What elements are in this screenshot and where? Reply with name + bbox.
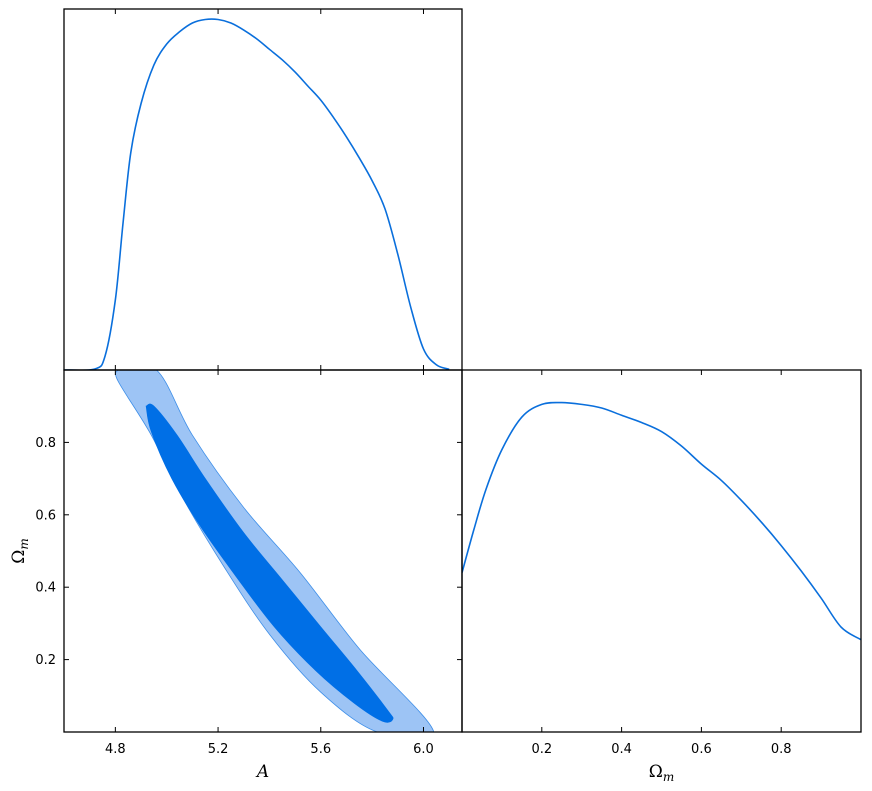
x-tick-label: 0.4: [611, 742, 632, 757]
x-tick-label: 0.6: [691, 742, 712, 757]
axis-labels: A Ωm Ωm: [9, 538, 674, 784]
series-line-a-marginal: [64, 18, 450, 370]
frame-omega_m-marginal: [461, 369, 862, 733]
y-tick-label: 0.4: [35, 581, 56, 596]
frame-a-marginal: [63, 8, 463, 371]
x-tick-label: 6.0: [413, 742, 434, 757]
x-tick-label: 0.8: [771, 742, 792, 757]
x-axis-label-a: A: [255, 762, 269, 782]
series-line-omega-marginal: [462, 401, 861, 641]
panel-a-marginal: [64, 9, 450, 370]
y-tick-label: 0.6: [35, 508, 56, 523]
x-tick-label: 5.6: [310, 742, 331, 757]
x-tick-label: 5.2: [208, 742, 229, 757]
y-tick-label: 0.8: [35, 436, 56, 451]
y-axis-label-omega: Ωm: [9, 538, 31, 564]
x-tick-label: 4.8: [105, 742, 126, 757]
panel-frames: [63, 8, 862, 733]
panel-a-omega-contour: 4.8 5.2 5.6 6.0 0.2 0.4 0.6 0.8: [35, 370, 462, 757]
contour-68: [145, 403, 394, 723]
y-tick-label: 0.2: [35, 653, 56, 668]
x-tick-label: 0.2: [531, 742, 552, 757]
x-axis-label-omega: Ωm: [649, 762, 675, 784]
panel-omega-marginal: 0.2 0.4 0.6 0.8: [462, 370, 861, 757]
